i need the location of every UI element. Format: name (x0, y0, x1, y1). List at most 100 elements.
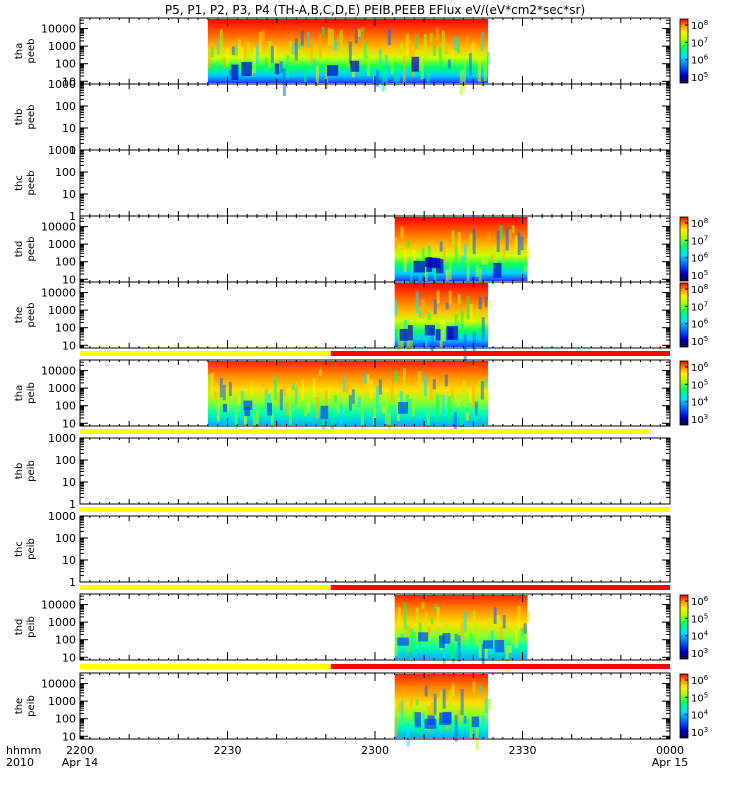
spectrogram-texture (231, 46, 235, 56)
y-tick-label: 1 (69, 144, 76, 157)
y-tick-label: 10000 (41, 599, 76, 612)
spectrogram-texture (462, 62, 466, 90)
spectrogram-texture (448, 645, 452, 657)
colorbar-label: 107 (691, 300, 708, 313)
mode-bar-yellow (80, 664, 331, 669)
spectrogram-texture (472, 332, 476, 352)
spectrogram-texture (420, 382, 424, 393)
spectrogram-texture (433, 604, 437, 612)
spectrogram-texture (447, 396, 451, 425)
spectrogram-texture (399, 42, 403, 51)
spectrogram-texture (246, 387, 250, 395)
colorbar (679, 282, 689, 348)
spectrogram-texture (468, 53, 472, 75)
spectrogram-texture (421, 247, 425, 265)
spectrogram-texture (481, 258, 485, 265)
spectrogram-texture (234, 45, 238, 56)
y-tick-label: 10000 (41, 221, 76, 234)
spectrogram-texture (465, 35, 469, 44)
y-tick-label: 10 (62, 75, 76, 88)
colorbar-label: 106 (691, 595, 709, 608)
spectrogram-texture (451, 230, 455, 245)
spectrogram-texture (369, 379, 373, 399)
panel-the-peeb: 10 100 1000 10000 the peeb 105 106 107 108 (14, 281, 709, 362)
x-tick-label: 2200 (66, 744, 94, 757)
spectrogram-texture (222, 384, 226, 401)
spectrogram-texture (345, 381, 349, 394)
spectrogram-texture (420, 53, 424, 80)
spectrogram-blob (482, 640, 494, 649)
probe-label: tha (14, 43, 25, 59)
spectrogram-blob (424, 325, 435, 336)
probe-label: the (14, 698, 25, 714)
spectrogram-texture (483, 378, 487, 388)
spectrogram-texture (478, 684, 482, 695)
spectrogram-texture (412, 316, 416, 326)
spectrogram-texture (421, 602, 425, 609)
spectrogram-texture (457, 293, 461, 305)
y-tick-label: 100 (55, 100, 76, 113)
spectrogram-texture (487, 300, 491, 307)
spectrogram-texture (480, 32, 484, 51)
spectrogram-texture (402, 56, 406, 85)
spectrogram-texture (396, 66, 400, 83)
panel-thc-peib: 1 10 100 1000 thc peib (14, 507, 671, 589)
spectrogram-texture (342, 375, 346, 393)
spectrogram-texture (453, 412, 457, 429)
mode-bar-red (330, 585, 670, 590)
spectrogram-texture (255, 411, 259, 429)
y-tick-label: 100 (55, 322, 76, 335)
spectrogram-blob (439, 635, 445, 649)
spectrogram-texture (517, 232, 521, 255)
colorbar-label: 105 (691, 378, 708, 391)
spectrogram-texture (282, 386, 286, 397)
spectrogram-texture (300, 30, 304, 46)
spectrogram-texture (433, 299, 437, 315)
spectrogram-texture (424, 612, 428, 640)
colorbar-label: 103 (691, 726, 708, 739)
y-tick-label: 1000 (48, 40, 76, 53)
x-tick-date: Apr 15 (652, 756, 689, 769)
spectrogram-texture (330, 28, 334, 46)
spectrogram-texture (354, 29, 358, 44)
probe-label: thd (14, 619, 25, 636)
y-tick-label: 10000 (41, 287, 76, 300)
product-label: peib (26, 460, 37, 482)
spectrogram-texture (465, 412, 469, 421)
colorbar-label: 108 (691, 283, 708, 296)
colorbar (679, 673, 689, 739)
spectrogram-texture (366, 50, 370, 77)
spectrogram-texture (240, 391, 244, 416)
spectrogram-texture (445, 302, 449, 310)
y-tick-label: 1000 (48, 616, 76, 629)
spectrogram-texture (442, 641, 446, 667)
spectrogram-texture (481, 643, 485, 668)
spectrogram-texture (481, 317, 485, 340)
spectrogram-texture (433, 269, 437, 292)
colorbar (679, 216, 689, 282)
spectrogram-texture (216, 402, 220, 422)
spectrogram-texture (460, 309, 464, 328)
spectrogram-texture (207, 51, 211, 69)
spectrogram-texture (502, 248, 506, 261)
spectrogram-texture (321, 26, 325, 35)
spectrogram-texture (291, 383, 295, 391)
spectrogram-texture (390, 382, 394, 403)
spectrogram-blob (407, 325, 413, 341)
spectrogram-texture (430, 617, 434, 625)
spectrogram-texture (394, 237, 398, 249)
spectrogram-texture (213, 391, 217, 400)
mode-bar-red (330, 351, 670, 356)
spectrogram-blob (418, 632, 429, 642)
spectrogram-texture (333, 395, 337, 403)
colorbar-label: 105 (691, 612, 708, 625)
spectrogram-texture (394, 299, 398, 316)
spectrogram-texture (414, 34, 418, 50)
spectrogram-texture (394, 641, 398, 657)
spectrogram-texture (496, 615, 500, 622)
spectrogram-texture (436, 290, 440, 304)
spectrogram-texture (258, 393, 262, 403)
spectrogram-texture (384, 55, 388, 83)
y-tick-label: 10 (62, 339, 76, 352)
